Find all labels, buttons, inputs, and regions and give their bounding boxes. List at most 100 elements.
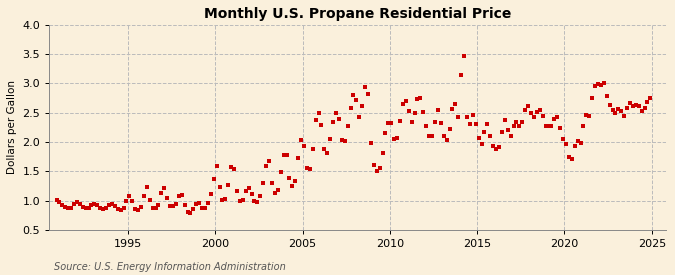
Point	[345, 105, 356, 110]
Point	[302, 166, 313, 170]
Point	[529, 115, 539, 119]
Point	[205, 192, 216, 197]
Point	[566, 157, 577, 161]
Point	[316, 123, 327, 127]
Point	[246, 192, 257, 196]
Point	[298, 144, 309, 148]
Point	[232, 189, 242, 193]
Point	[630, 103, 641, 108]
Point	[284, 176, 295, 180]
Point	[404, 109, 414, 113]
Point	[89, 201, 100, 206]
Point	[409, 111, 420, 115]
Point	[392, 136, 402, 141]
Point	[639, 106, 650, 110]
Point	[278, 153, 289, 157]
Point	[159, 185, 169, 190]
Point	[296, 138, 306, 142]
Point	[196, 205, 207, 210]
Point	[327, 120, 338, 124]
Point	[121, 199, 132, 204]
Point	[261, 164, 271, 168]
Point	[209, 177, 219, 182]
Point	[51, 198, 62, 202]
Point	[275, 170, 286, 174]
Point	[92, 203, 103, 207]
Point	[447, 106, 458, 111]
Point	[616, 109, 626, 113]
Point	[150, 206, 161, 211]
Point	[369, 163, 379, 167]
Point	[482, 122, 493, 126]
Point	[269, 191, 280, 196]
Point	[506, 134, 516, 138]
Point	[450, 102, 461, 106]
Point	[435, 120, 446, 125]
Point	[479, 130, 490, 134]
Point	[517, 120, 528, 124]
Point	[360, 85, 371, 89]
Point	[380, 131, 391, 135]
Point	[540, 123, 551, 128]
Point	[214, 185, 225, 189]
Point	[551, 115, 562, 120]
Point	[508, 123, 519, 128]
Point	[514, 123, 524, 128]
Point	[491, 146, 502, 151]
Point	[348, 92, 359, 97]
Point	[69, 202, 80, 206]
Point	[587, 96, 597, 100]
Point	[502, 128, 513, 132]
Point	[438, 133, 449, 138]
Y-axis label: Dollars per Gallon: Dollars per Gallon	[7, 80, 17, 174]
Text: Source: U.S. Energy Information Administration: Source: U.S. Energy Information Administ…	[54, 262, 286, 272]
Point	[229, 167, 240, 172]
Point	[185, 210, 196, 215]
Point	[493, 145, 504, 150]
Point	[267, 181, 277, 185]
Point	[366, 141, 377, 145]
Point	[200, 206, 211, 210]
Point	[377, 151, 388, 155]
Point	[107, 202, 117, 206]
Point	[601, 94, 612, 98]
Point	[255, 194, 266, 198]
Point	[485, 134, 495, 138]
Point	[604, 102, 615, 107]
Point	[325, 137, 335, 141]
Point	[400, 99, 411, 103]
Point	[473, 136, 484, 140]
Point	[537, 114, 548, 119]
Point	[223, 183, 234, 187]
Point	[444, 126, 455, 131]
Point	[234, 199, 245, 204]
Point	[575, 141, 586, 145]
Point	[180, 203, 190, 208]
Point	[622, 105, 632, 110]
Point	[351, 98, 362, 102]
Point	[572, 139, 583, 144]
Point	[165, 204, 176, 208]
Point	[74, 201, 85, 206]
Point	[127, 199, 138, 204]
Point	[319, 147, 330, 151]
Point	[535, 108, 545, 112]
Point	[103, 203, 114, 208]
Point	[290, 178, 300, 183]
Point	[78, 205, 88, 209]
Point	[252, 199, 263, 204]
Title: Monthly U.S. Propane Residential Price: Monthly U.S. Propane Residential Price	[204, 7, 511, 21]
Point	[633, 104, 644, 109]
Point	[421, 123, 431, 128]
Point	[141, 185, 152, 189]
Point	[453, 115, 464, 120]
Point	[109, 204, 120, 208]
Point	[427, 134, 437, 138]
Point	[610, 111, 621, 116]
Point	[424, 133, 435, 138]
Point	[619, 114, 630, 118]
Point	[488, 144, 499, 148]
Point	[598, 81, 609, 85]
Point	[412, 97, 423, 101]
Point	[624, 101, 635, 106]
